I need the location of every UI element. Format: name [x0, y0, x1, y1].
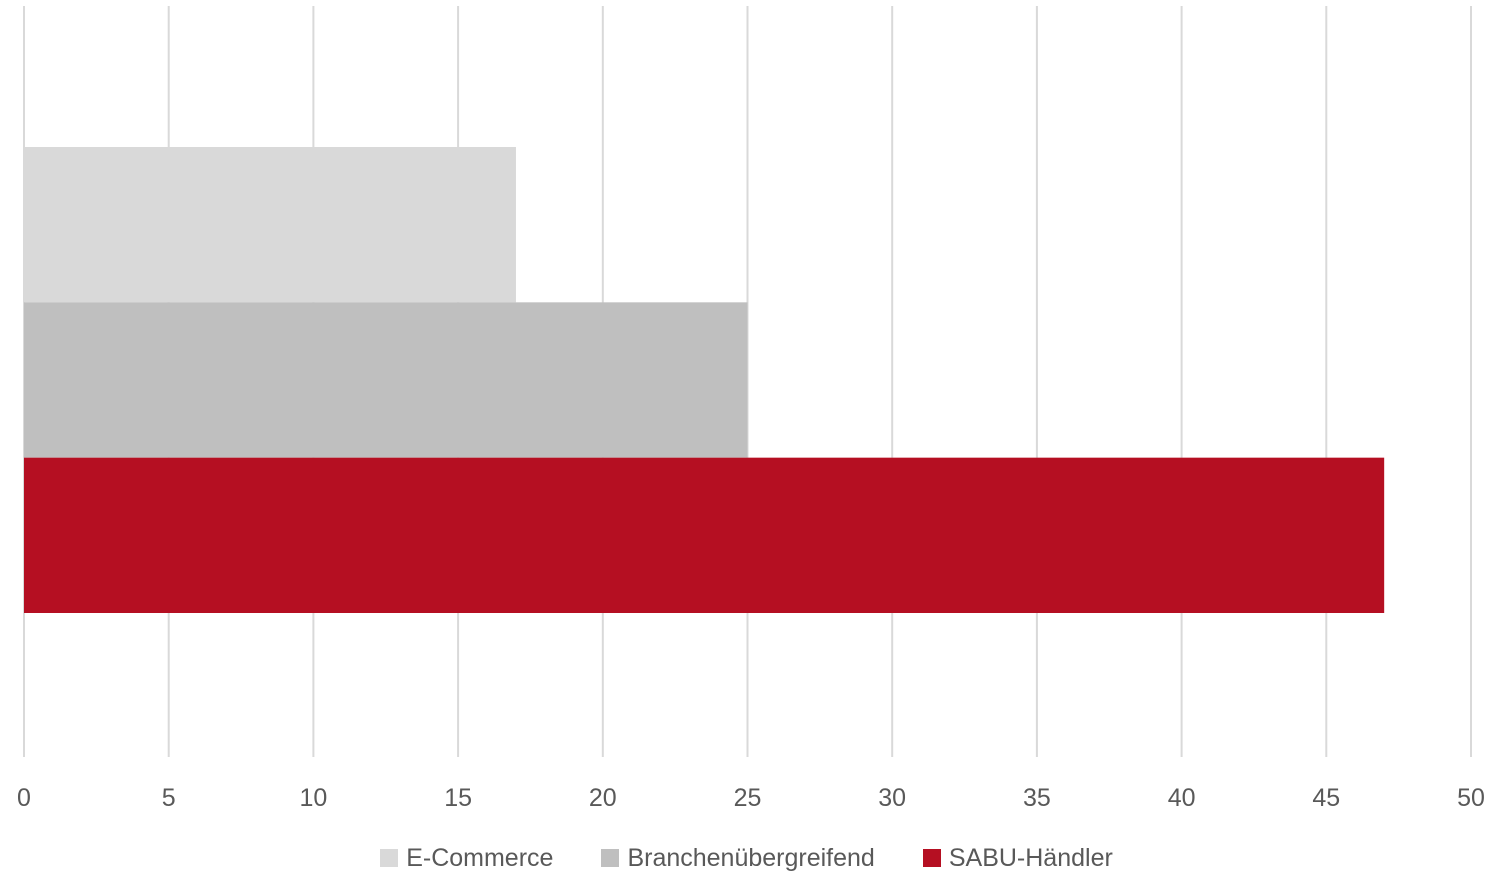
x-tick-label: 20: [589, 784, 617, 812]
legend-label: Branchenübergreifend: [627, 843, 875, 872]
x-tick-label: 45: [1312, 784, 1340, 812]
x-tick-label: 35: [1023, 784, 1051, 812]
x-tick-label: 10: [299, 784, 327, 812]
legend-label: SABU-Händler: [948, 843, 1113, 872]
x-tick-label: 40: [1168, 784, 1196, 812]
x-tick-label: 5: [162, 784, 176, 812]
legend-swatch: [922, 849, 941, 867]
x-tick-label: 15: [444, 784, 472, 812]
legend-label: E-Commerce: [406, 843, 554, 872]
bar-branchenübergreifend: [24, 302, 748, 458]
legend-item: SABU-Händler: [922, 843, 1113, 873]
x-tick-label: 0: [17, 784, 31, 812]
bar-chart: 0 5 10 15 20 25 30 35 40 45 50: [17, 6, 1485, 812]
bar-sabu-händler: [24, 457, 1385, 613]
legend: E-Commerce Branchenübergreifend SABU-Händl…: [0, 838, 1493, 878]
legend-swatch: [380, 849, 399, 867]
x-tick-label: 25: [734, 784, 762, 812]
legend-swatch: [601, 849, 620, 867]
bar-e-commerce: [24, 147, 516, 303]
bars: [24, 147, 1385, 613]
x-tick-label: 50: [1457, 784, 1485, 812]
legend-item: Branchenübergreifend: [601, 843, 875, 873]
legend-item: E-Commerce: [380, 844, 553, 873]
x-axis-ticks: 0 5 10 15 20 25 30 35 40 45 50: [17, 784, 1485, 812]
x-tick-label: 30: [878, 784, 906, 812]
